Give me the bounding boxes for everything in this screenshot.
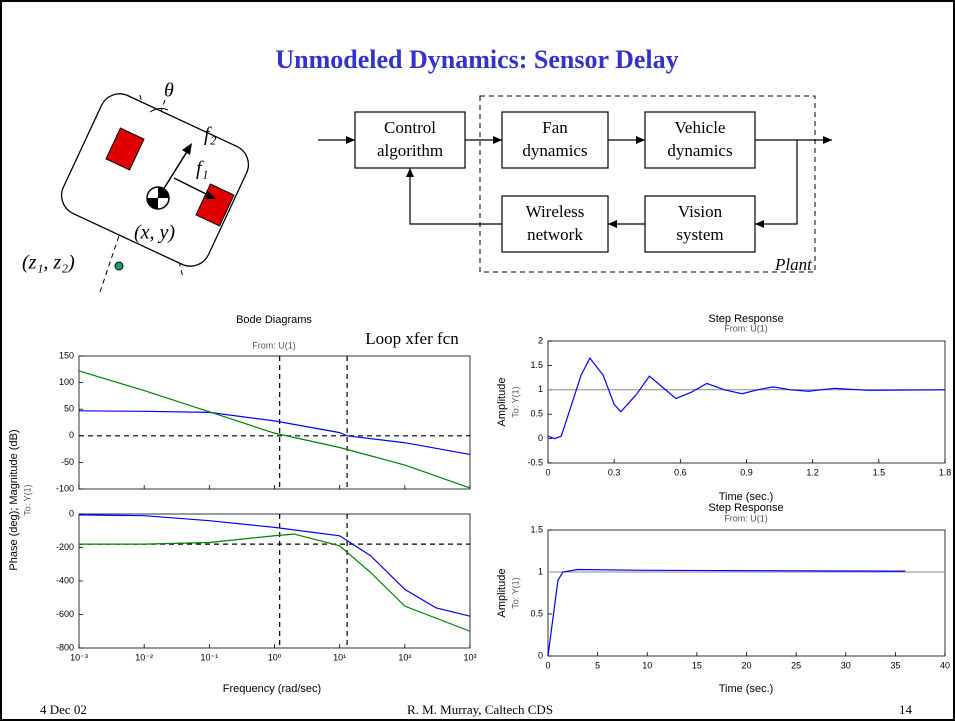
y-tick-label: -200	[56, 542, 74, 552]
x-tick-label: 1.8	[939, 467, 952, 477]
plot-area	[548, 530, 945, 656]
y-tick-label: 1.5	[530, 360, 543, 370]
y-tick-label: -400	[56, 575, 74, 585]
chart-subtitle: From: U(1)	[724, 513, 768, 523]
y-tick-label: 1	[538, 384, 543, 394]
y-tick-label: 0	[69, 430, 74, 440]
x-tick-label: 10³	[463, 652, 476, 662]
x-tick-label: 0.3	[608, 467, 621, 477]
x-tick-label: 1.2	[806, 467, 819, 477]
x-tick-label: 15	[692, 660, 702, 670]
footer-author: R. M. Murray, Caltech CDS	[407, 702, 553, 717]
block-label: algorithm	[377, 141, 443, 160]
y-tick-label: 0	[69, 508, 74, 518]
x-axis-label: Frequency (rad/sec)	[223, 683, 321, 695]
chart-subtitle: From: U(1)	[724, 323, 768, 333]
y-tick-label: -800	[56, 642, 74, 652]
chart-annotation: Loop xfer fcn	[365, 329, 459, 348]
y-tick-label: -600	[56, 609, 74, 619]
y-tick-label: 100	[59, 377, 74, 387]
z-label: (z₁, z₂)	[22, 252, 75, 274]
block-label: dynamics	[522, 141, 587, 160]
chart-subtitle: From: U(1)	[252, 340, 296, 350]
x-tick-label: 40	[940, 660, 950, 670]
block-label: dynamics	[667, 141, 732, 160]
x-tick-label: 10²	[398, 652, 411, 662]
x-tick-label: 5	[595, 660, 600, 670]
block-label: Wireless	[526, 202, 585, 221]
x-tick-label: 20	[741, 660, 751, 670]
y-tick-label: -50	[61, 457, 74, 467]
point-z	[115, 262, 123, 270]
x-tick-label: 30	[841, 660, 851, 670]
x-tick-label: 0.6	[674, 467, 687, 477]
plant-label: Plant	[774, 255, 813, 274]
f1-label: f₁	[196, 158, 209, 180]
y-axis-label: Amplitude	[496, 378, 508, 427]
y-axis-label: Amplitude	[496, 569, 508, 618]
y-axis-sublabel: To: Y(1)	[22, 484, 32, 515]
chart-title: Bode Diagrams	[236, 314, 312, 326]
x-tick-label: 10	[642, 660, 652, 670]
y-axis-sublabel: To: Y(1)	[510, 577, 520, 608]
x-tick-label: 35	[890, 660, 900, 670]
y-tick-label: 50	[64, 404, 74, 414]
y-tick-label: 0	[538, 433, 543, 443]
plot-area	[79, 514, 470, 648]
x-tick-label: 1.5	[873, 467, 886, 477]
x-tick-label: 25	[791, 660, 801, 670]
x-tick-label: 0	[545, 660, 550, 670]
plot-area	[79, 356, 470, 489]
plot-area	[548, 341, 945, 463]
y-tick-label: -100	[56, 483, 74, 493]
y-axis-label: Phase (deg); Magnitude (dB)	[8, 429, 20, 570]
x-tick-label: 10⁻³	[70, 652, 88, 662]
x-tick-label: 10⁻²	[135, 652, 153, 662]
y-tick-label: 150	[59, 350, 74, 360]
block-label: network	[527, 225, 583, 244]
theta-label: θ	[164, 80, 174, 102]
y-tick-label: 1.5	[530, 524, 543, 534]
block-label: Fan	[542, 118, 568, 137]
x-tick-label: 10⁰	[268, 652, 282, 662]
block-label: Vehicle	[675, 118, 726, 137]
y-tick-label: 0	[538, 650, 543, 660]
y-tick-label: -0.5	[527, 457, 543, 467]
footer-date: 4 Dec 02	[40, 702, 87, 717]
f2-label: f₂	[204, 124, 217, 146]
y-tick-label: 1	[538, 566, 543, 576]
y-tick-label: 2	[538, 335, 543, 345]
block-label: system	[676, 225, 723, 244]
y-tick-label: 0.5	[530, 409, 543, 419]
y-tick-label: 0.5	[530, 608, 543, 618]
block-label: Control	[384, 118, 436, 137]
x-axis-label: Time (sec.)	[719, 683, 774, 695]
x-tick-label: 0.9	[740, 467, 753, 477]
slide-title: Unmodeled Dynamics: Sensor Delay	[275, 45, 678, 74]
x-tick-label: 0	[545, 467, 550, 477]
footer-page: 14	[899, 702, 913, 717]
xy-label: (x, y)	[134, 222, 175, 244]
y-axis-sublabel: To: Y(1)	[510, 386, 520, 417]
slide: Unmodeled Dynamics: Sensor Delay θ f₂ f₁…	[0, 0, 955, 721]
x-tick-label: 10¹	[333, 652, 346, 662]
x-tick-label: 10⁻¹	[200, 652, 218, 662]
chart-title: Step Response	[708, 502, 783, 514]
block-label: Vision	[678, 202, 723, 221]
